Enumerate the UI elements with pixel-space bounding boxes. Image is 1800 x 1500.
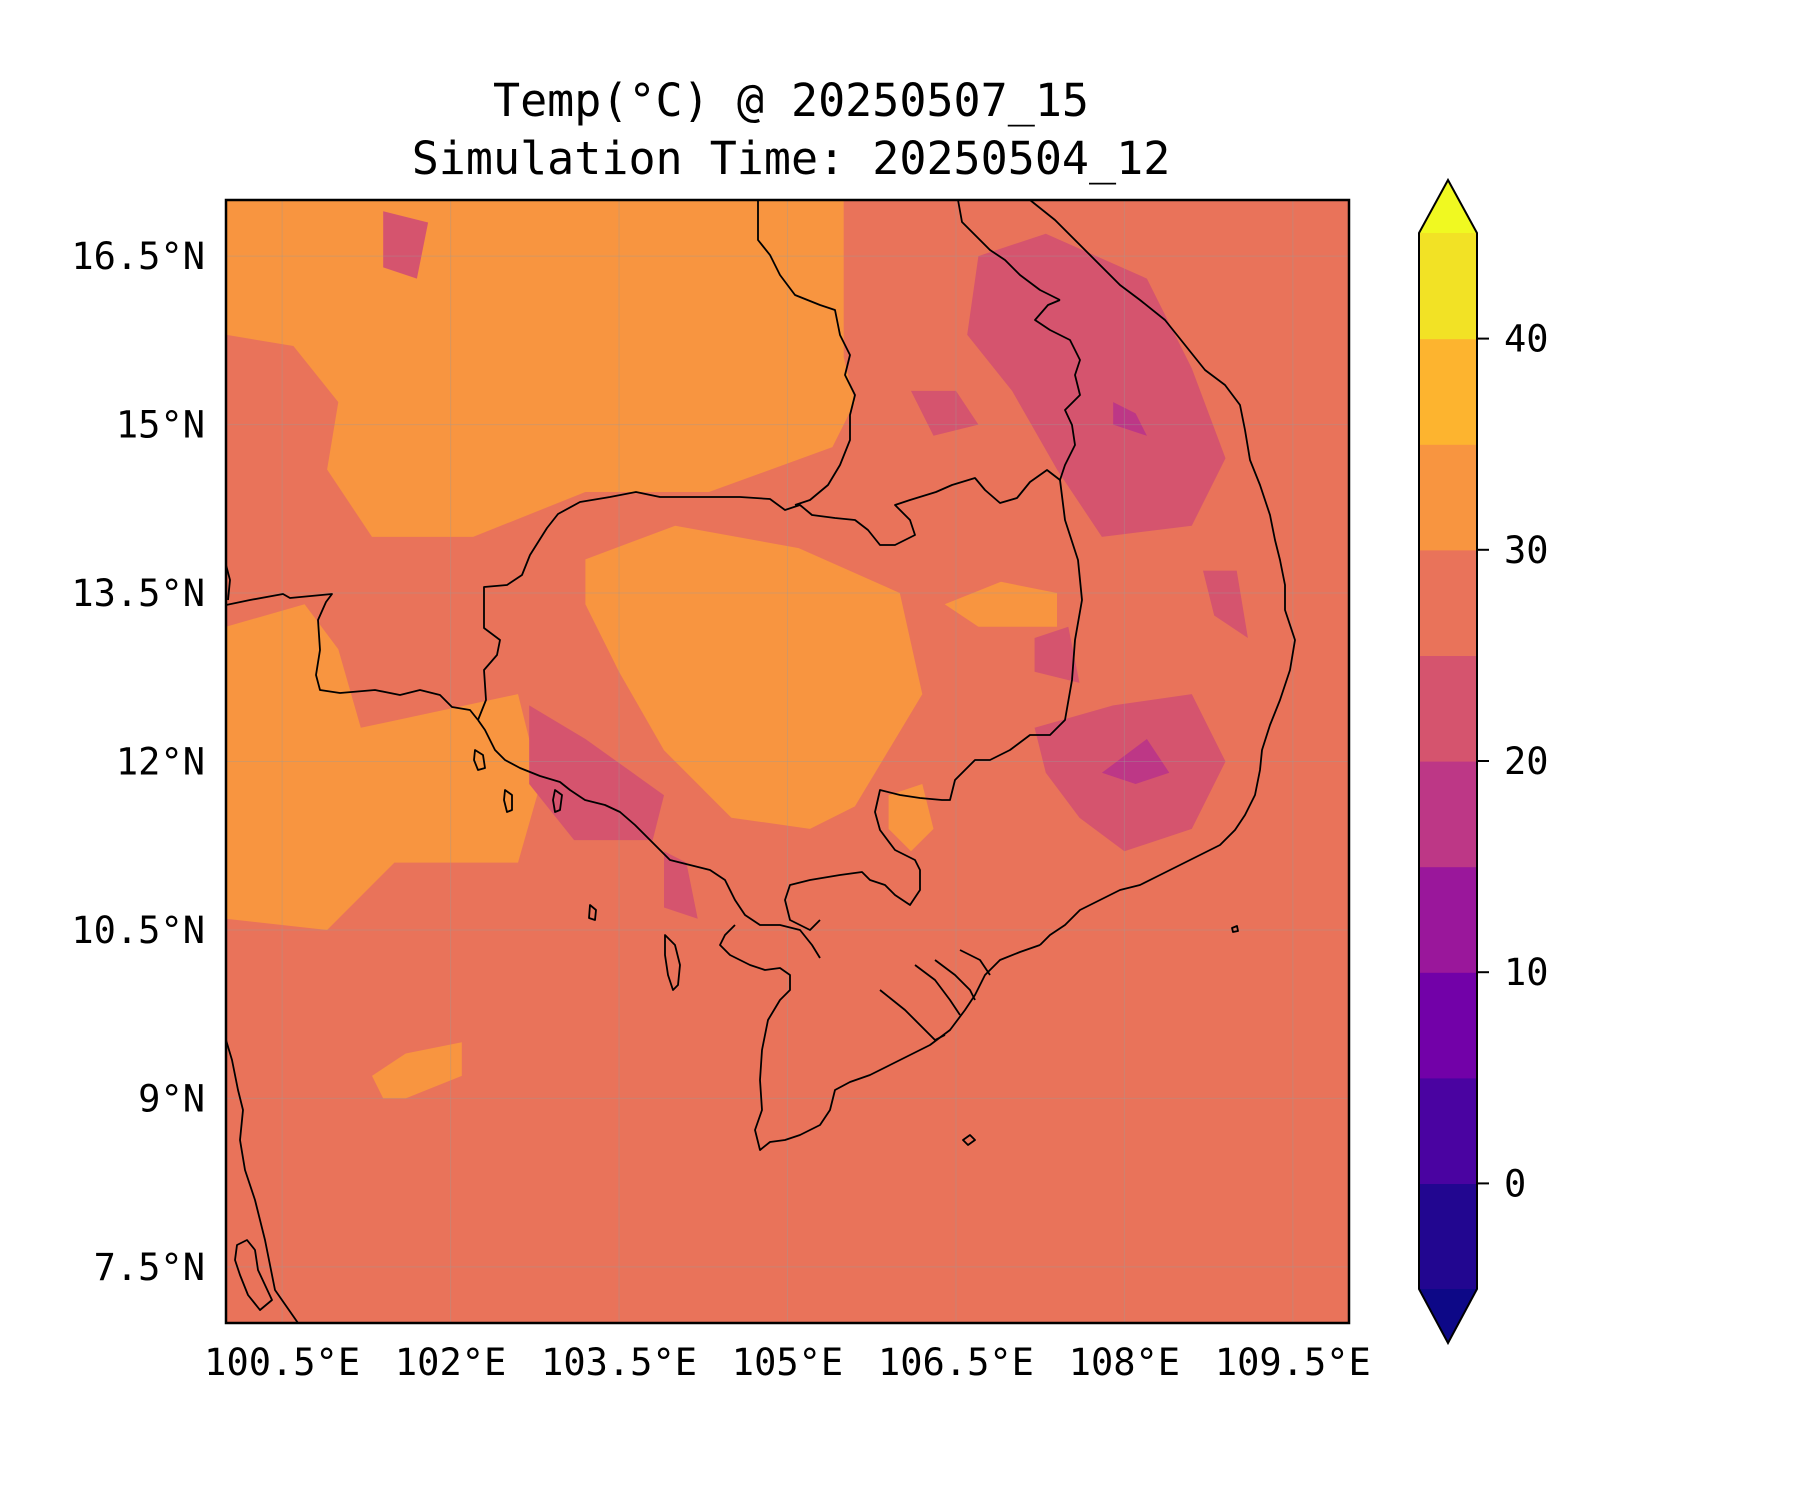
y-tick-label: 7.5°N [94,1246,205,1289]
y-tick-label: 10.5°N [71,909,205,952]
island-phu-quoc [664,934,681,991]
border-laos-thailand [757,200,856,506]
x-tick-label: 100.5°E [204,1341,360,1384]
colorbar-tick-label: 10 [1504,951,1549,994]
x-axis-ticks: 100.5°E 102°E 103.5°E 105°E 106.5°E 108°E 109.… [204,1341,1371,1384]
x-tick-label: 105°E [732,1341,843,1384]
mekong-distributary-1 [879,989,946,1041]
colorbar-tick-label: 20 [1504,740,1549,783]
coastlines-and-borders [226,200,1296,1323]
y-tick-label: 16.5°N [71,235,205,278]
temp-region-cool-10 [664,851,698,919]
x-tick-label: 106.5°E [878,1341,1034,1384]
map-frame [224,198,1351,1325]
y-tick-label: 13.5°N [71,572,205,615]
x-tick-label: 109.5°E [1215,1341,1371,1384]
y-tick-label: 9°N [138,1077,205,1120]
island-cluster-kampot [552,789,563,813]
colorbar-bin [1419,1077,1477,1184]
colorbar: 0 10 20 30 40 [1418,177,1549,1346]
colorbar-bin [1419,866,1477,973]
mekong-distributary-2 [914,964,961,1016]
map-area[interactable] [224,198,1351,1325]
border-cambodia-vietnam [784,479,1083,931]
temp-region-warm-0 [226,200,855,537]
temp-region-warm-5 [372,1042,462,1099]
colorbar-bin [1419,972,1477,1079]
coastline-vietnam-east [1029,200,1296,946]
island-con-dao [962,1134,976,1146]
temp-region-warm-4 [944,581,1057,627]
coastline-thailand-upper-left [226,564,231,601]
border-laos-vietnam [957,200,1061,301]
colorbar-bin [1419,549,1477,656]
colorbar-bin [1419,233,1477,340]
temperature-regions [226,200,1248,1099]
colorbar-over-triangle [1419,180,1477,233]
temp-region-warm-2 [585,525,923,829]
island-rong [588,904,597,921]
x-tick-label: 108°E [1069,1341,1180,1384]
colorbar-bin [1419,761,1477,868]
colorbar-bin [1419,444,1477,551]
colorbar-bins [1419,233,1477,1290]
temp-region-cooler-15 [1113,402,1147,436]
map-subtitle: Simulation Time: 20250504_12 [411,132,1171,185]
x-tick-label: 103.5°E [541,1341,697,1384]
temp-region-cool-13 [1034,626,1080,683]
colorbar-bin [1419,655,1477,762]
colorbar-under-triangle [1419,1289,1477,1343]
temp-region-cool-8 [529,705,664,841]
island-koh-kong [473,749,486,771]
gridlines [226,200,1349,1323]
island-small-ne [1231,925,1239,933]
border-cambodia-north [477,299,1081,721]
map-title: Temp(°C) @ 20250507_15 [492,74,1090,127]
temp-region-cool-12 [1203,570,1248,638]
coastline-cambodia [477,719,821,959]
colorbar-bin [1419,1183,1477,1290]
colorbar-outline [1418,177,1478,1346]
colorbar-tick-label: 30 [1504,529,1549,572]
x-tick-label: 102°E [395,1341,506,1384]
island-ko-chang [503,789,513,813]
y-tick-label: 12°N [116,741,205,784]
y-axis-ticks: 16.5°N 15°N 13.5°N 12°N 10.5°N 9°N 7.5°N [71,235,205,1289]
mekong-distributary-3 [934,959,976,1001]
colorbar-ticks: 0 10 20 30 40 [1477,318,1549,1205]
mekong-distributary-4 [959,949,991,976]
colorbar-tick-label: 40 [1504,318,1549,361]
temp-region-cool-11 [911,390,979,436]
island-samui [234,1239,273,1311]
coastline-mekong-delta [719,924,1041,1151]
colorbar-tick-label: 0 [1504,1162,1526,1205]
y-tick-label: 15°N [116,404,205,447]
temp-region-cool-6 [967,233,1226,537]
temp-region-warm-1 [226,604,541,930]
temp-region-cool-9 [383,211,429,279]
coastline-gulf-west [226,1039,299,1323]
coastline-thailand-east [226,593,479,721]
colorbar-bin [1419,338,1477,445]
temp-region-warm-3 [888,784,934,852]
temp-region-cooler-14 [1101,739,1170,784]
